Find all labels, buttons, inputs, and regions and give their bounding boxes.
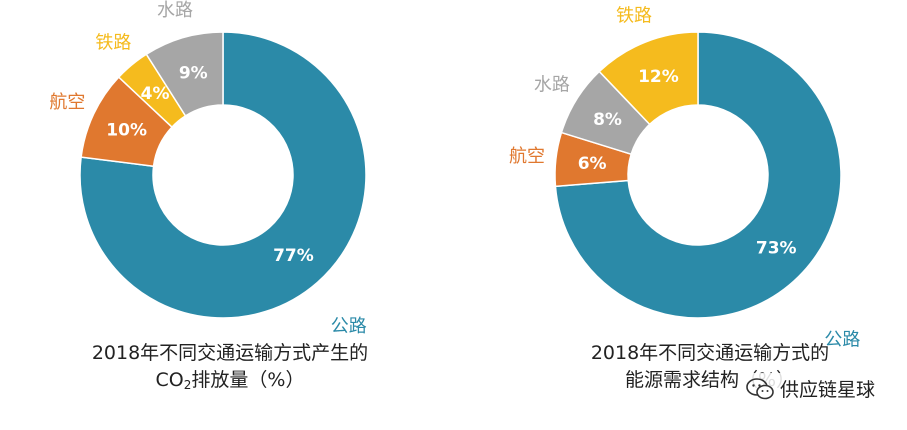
- category-label-water: 水路: [534, 74, 570, 95]
- category-label-rail: 铁路: [95, 32, 131, 53]
- caption-line-1: 2018年不同交通运输方式的: [590, 342, 830, 364]
- category-label-road: 公路: [824, 330, 860, 351]
- category-label-air: 航空: [509, 146, 545, 167]
- watermark-text: 供应链星球: [779, 379, 875, 401]
- value-label-road: 77%: [273, 246, 314, 266]
- value-label-water: 9%: [179, 64, 208, 84]
- slice-water: [145, 31, 224, 117]
- slice-road: [79, 31, 367, 319]
- category-label-water: 水路: [157, 0, 193, 21]
- slice-road: [554, 31, 842, 319]
- caption-line-2: CO2排放量（%）: [155, 369, 305, 392]
- slice-rail: [598, 31, 699, 126]
- value-label-road: 73%: [756, 238, 797, 258]
- value-label-water: 8%: [593, 110, 622, 130]
- chart-caption-co2: 2018年不同交通运输方式产生的 CO2排放量（%）: [60, 340, 400, 399]
- category-label-road: 公路: [331, 316, 367, 337]
- donut-chart-co2-emissions: 77% 公路 10% 航空 4% 铁路 9% 水路: [49, 0, 366, 337]
- category-label-rail: 铁路: [616, 5, 652, 26]
- value-label-rail: 4%: [141, 84, 170, 104]
- wechat-icon: [746, 377, 774, 399]
- caption-line-1: 2018年不同交通运输方式产生的: [91, 342, 369, 364]
- watermark: 供应链星球: [741, 373, 879, 404]
- value-label-air: 6%: [578, 154, 607, 174]
- value-label-rail: 12%: [638, 67, 679, 87]
- donut-chart-energy-demand: 73% 公路 6% 航空 8% 水路 12% 铁路: [509, 5, 860, 350]
- value-label-air: 10%: [106, 121, 147, 141]
- subscript: 2: [183, 378, 192, 392]
- category-label-air: 航空: [49, 92, 85, 113]
